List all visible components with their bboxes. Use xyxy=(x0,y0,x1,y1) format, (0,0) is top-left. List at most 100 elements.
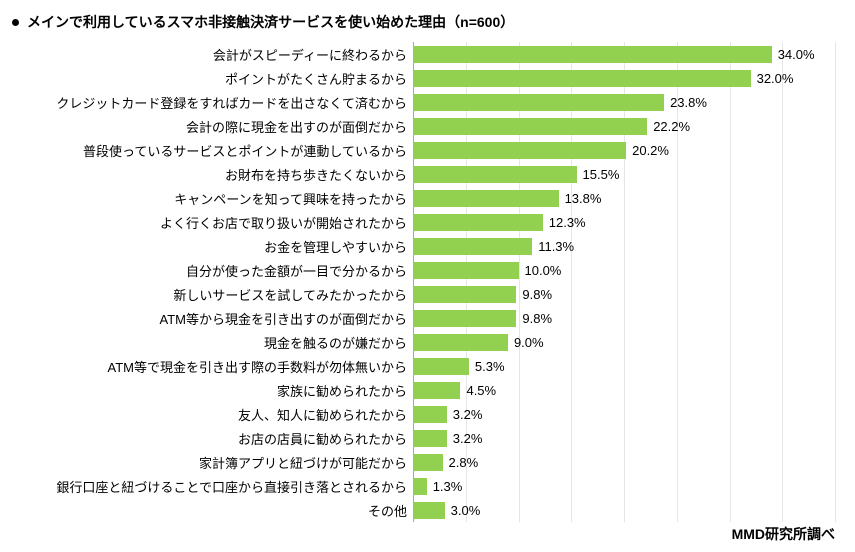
chart-row: お店の店員に勧められたから 3.2% xyxy=(24,426,835,450)
chart-row: 新しいサービスを試してみたかったから 9.8% xyxy=(24,282,835,306)
bar-value: 20.2% xyxy=(632,143,669,158)
source-attribution: MMD研究所調べ xyxy=(12,524,835,544)
bar-area: 3.2% xyxy=(413,426,835,450)
grid-line xyxy=(835,42,836,522)
bar-area: 22.2% xyxy=(413,114,835,138)
bar-value: 1.3% xyxy=(433,479,463,494)
bar xyxy=(413,46,772,63)
bar xyxy=(413,334,508,351)
bar-value: 13.8% xyxy=(565,191,602,206)
bar-area: 5.3% xyxy=(413,354,835,378)
bar-label: 銀行口座と紐づけることで口座から直接引き落とされるから xyxy=(24,477,413,496)
bar-value: 3.0% xyxy=(451,503,481,518)
chart-row: 会計の際に現金を出すのが面倒だから 22.2% xyxy=(24,114,835,138)
bar-label: 友人、知人に勧められたから xyxy=(24,405,413,424)
bar xyxy=(413,310,516,327)
chart-row: 銀行口座と紐づけることで口座から直接引き落とされるから 1.3% xyxy=(24,474,835,498)
bar-label: クレジットカード登録をすればカードを出さなくて済むから xyxy=(24,93,413,112)
bar xyxy=(413,142,626,159)
bar xyxy=(413,238,532,255)
bar-value: 23.8% xyxy=(670,95,707,110)
bar-value: 4.5% xyxy=(466,383,496,398)
bar xyxy=(413,502,445,519)
bar xyxy=(413,70,751,87)
bar-area: 9.8% xyxy=(413,282,835,306)
bar xyxy=(413,262,519,279)
bar-label: ATM等から現金を引き出すのが面倒だから xyxy=(24,309,413,328)
bar-value: 3.2% xyxy=(453,407,483,422)
bar-label: 家計簿アプリと紐づけが可能だから xyxy=(24,453,413,472)
bar-value: 22.2% xyxy=(653,119,690,134)
chart-row: 会計がスピーディーに終わるから 34.0% xyxy=(24,42,835,66)
chart-row: お財布を持ち歩きたくないから 15.5% xyxy=(24,162,835,186)
bar xyxy=(413,190,559,207)
bar-label: 会計がスピーディーに終わるから xyxy=(24,45,413,64)
bar-value: 11.3% xyxy=(538,239,574,254)
bar-label: 普段使っているサービスとポイントが連動しているから xyxy=(24,141,413,160)
bar-area: 11.3% xyxy=(413,234,835,258)
bar-area: 23.8% xyxy=(413,90,835,114)
bar-area: 1.3% xyxy=(413,474,835,498)
bar-value: 34.0% xyxy=(778,47,815,62)
bar xyxy=(413,94,664,111)
chart-row: 家族に勧められたから 4.5% xyxy=(24,378,835,402)
bar-area: 32.0% xyxy=(413,66,835,90)
bar xyxy=(413,382,460,399)
bar-label: 現金を触るのが嫌だから xyxy=(24,333,413,352)
bar-area: 2.8% xyxy=(413,450,835,474)
chart-row: 現金を触るのが嫌だから 9.0% xyxy=(24,330,835,354)
bar-label: ポイントがたくさん貯まるから xyxy=(24,69,413,88)
bar-value: 9.8% xyxy=(522,311,552,326)
bar-value: 10.0% xyxy=(525,263,562,278)
bar-area: 9.0% xyxy=(413,330,835,354)
bar-label: 会計の際に現金を出すのが面倒だから xyxy=(24,117,413,136)
bar xyxy=(413,166,577,183)
bar-label: お金を管理しやすいから xyxy=(24,237,413,256)
chart-row: 普段使っているサービスとポイントが連動しているから 20.2% xyxy=(24,138,835,162)
bar-value: 15.5% xyxy=(583,167,620,182)
chart-title: メインで利用しているスマホ非接触決済サービスを使い始めた理由（n=600） xyxy=(27,12,514,32)
bar-label: お財布を持ち歩きたくないから xyxy=(24,165,413,184)
bar-value: 3.2% xyxy=(453,431,483,446)
bar-area: 3.2% xyxy=(413,402,835,426)
chart-row: お金を管理しやすいから 11.3% xyxy=(24,234,835,258)
bar-value: 32.0% xyxy=(757,71,794,86)
chart-row: ATM等で現金を引き出す際の手数料が勿体無いから 5.3% xyxy=(24,354,835,378)
bar-value: 9.8% xyxy=(522,287,552,302)
chart-row: よく行くお店で取り扱いが開始されたから 12.3% xyxy=(24,210,835,234)
bar-label: 家族に勧められたから xyxy=(24,381,413,400)
bar xyxy=(413,478,427,495)
bar-label: ATM等で現金を引き出す際の手数料が勿体無いから xyxy=(24,357,413,376)
bar xyxy=(413,214,543,231)
bar-area: 10.0% xyxy=(413,258,835,282)
bar-label: その他 xyxy=(24,501,413,520)
bar xyxy=(413,286,516,303)
chart-row: 自分が使った金額が一目で分かるから 10.0% xyxy=(24,258,835,282)
bar xyxy=(413,358,469,375)
bar-value: 12.3% xyxy=(549,215,586,230)
chart-row: 家計簿アプリと紐づけが可能だから 2.8% xyxy=(24,450,835,474)
bar-label: お店の店員に勧められたから xyxy=(24,429,413,448)
bar-area: 13.8% xyxy=(413,186,835,210)
bar xyxy=(413,406,447,423)
bar-value: 2.8% xyxy=(449,455,479,470)
bar-chart: 会計がスピーディーに終わるから 34.0% ポイントがたくさん貯まるから 32.0% ク… xyxy=(24,42,835,522)
bar-area: 3.0% xyxy=(413,498,835,522)
bar-area: 20.2% xyxy=(413,138,835,162)
bar-label: キャンペーンを知って興味を持ったから xyxy=(24,189,413,208)
bar-area: 9.8% xyxy=(413,306,835,330)
chart-row: キャンペーンを知って興味を持ったから 13.8% xyxy=(24,186,835,210)
bar-area: 4.5% xyxy=(413,378,835,402)
bar-value: 5.3% xyxy=(475,359,505,374)
chart-row: ATM等から現金を引き出すのが面倒だから 9.8% xyxy=(24,306,835,330)
bar-value: 9.0% xyxy=(514,335,544,350)
bar-area: 15.5% xyxy=(413,162,835,186)
bar-label: よく行くお店で取り扱いが開始されたから xyxy=(24,213,413,232)
bar-label: 自分が使った金額が一目で分かるから xyxy=(24,261,413,280)
chart-row: ポイントがたくさん貯まるから 32.0% xyxy=(24,66,835,90)
bar xyxy=(413,430,447,447)
chart-row: クレジットカード登録をすればカードを出さなくて済むから 23.8% xyxy=(24,90,835,114)
bar xyxy=(413,454,443,471)
bar-label: 新しいサービスを試してみたかったから xyxy=(24,285,413,304)
bar-area: 12.3% xyxy=(413,210,835,234)
